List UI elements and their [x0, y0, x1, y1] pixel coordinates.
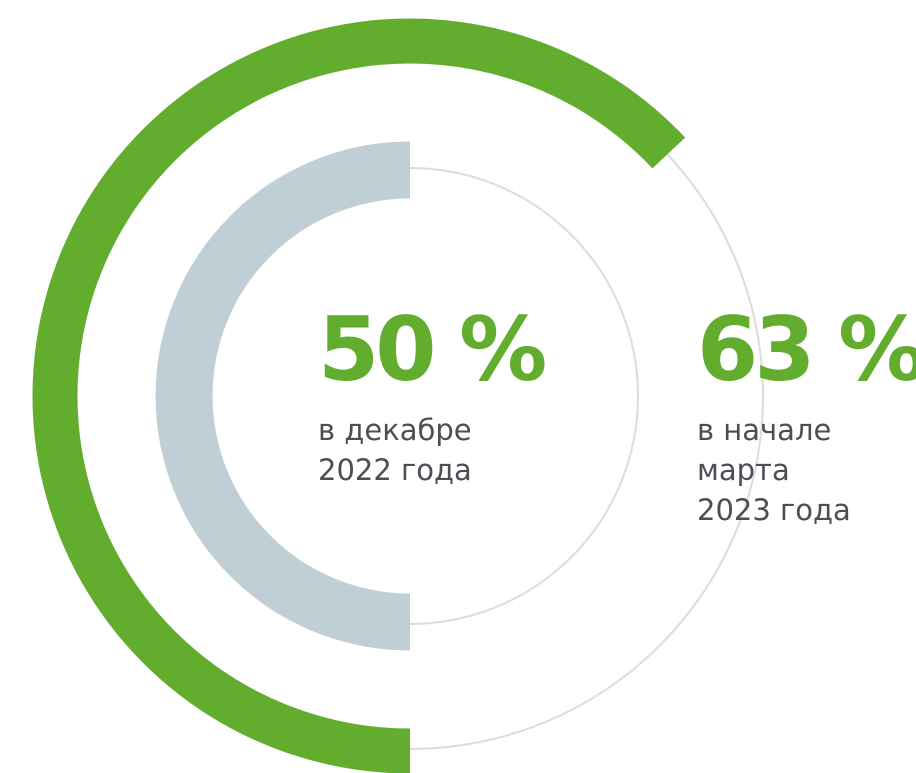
caption-line: 2023 года — [697, 493, 851, 527]
progress-arc — [155, 141, 411, 651]
progress-arc — [32, 18, 686, 773]
value-label: 50 % — [318, 298, 545, 401]
caption-line: марта — [697, 453, 790, 487]
track — [409, 167, 639, 625]
caption-line: 2022 года — [318, 453, 472, 487]
caption-line: в декабре — [318, 413, 472, 447]
track — [410, 153, 764, 750]
caption-line: в начале — [697, 413, 831, 447]
value-label: 63 % — [697, 298, 916, 401]
